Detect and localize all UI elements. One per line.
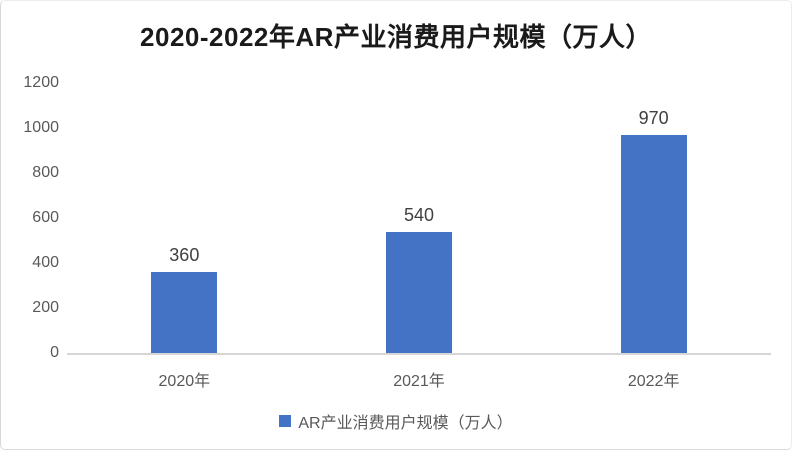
x-tick-label: 2021年 (393, 373, 445, 390)
y-tick-label: 0 (50, 344, 59, 361)
bar-2021年 (386, 231, 452, 353)
y-tick-label: 200 (32, 299, 59, 316)
bar-2022年 (620, 134, 687, 353)
y-tick-label: 800 (32, 164, 59, 181)
bar-value-label: 540 (403, 204, 435, 225)
bar-2020年 (151, 272, 218, 353)
plot-area (67, 83, 771, 355)
bar-value-label: 360 (169, 245, 200, 265)
legend: AR产业消费用户规模（万人） (1, 409, 791, 433)
y-tick-label: 600 (32, 209, 59, 226)
x-tick-label: 2022年 (627, 373, 680, 390)
y-tick-label: 1200 (23, 74, 59, 91)
x-tick-label: 2020年 (158, 373, 211, 390)
legend-label: AR产业消费用户规模（万人） (298, 415, 513, 432)
chart-title: 2020-2022年AR产业消费用户规模（万人） (140, 22, 652, 52)
y-tick-label: 1000 (23, 119, 59, 136)
bar-value-label: 970 (638, 107, 669, 128)
y-tick-label: 400 (32, 254, 59, 271)
legend-swatch-icon (279, 415, 292, 427)
